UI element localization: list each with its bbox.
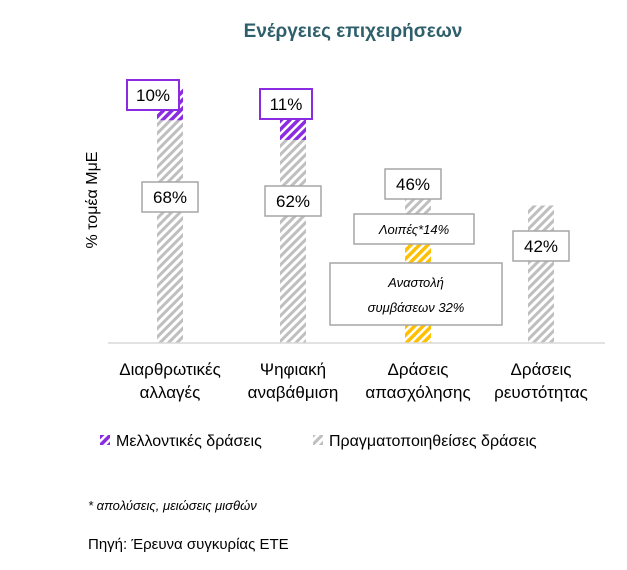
data-label-box-done xyxy=(264,185,322,217)
data-label-future: 11% xyxy=(270,95,303,114)
annotation-box-other xyxy=(353,213,475,245)
chart-title: Ενέργειες επιχειρήσεων xyxy=(244,21,463,42)
annotation-box-suspension xyxy=(329,262,503,326)
data-label-done: 62% xyxy=(276,192,310,211)
data-label-done: 68% xyxy=(153,188,187,207)
category-label: Διαρθρωτικές xyxy=(119,360,221,379)
legend-swatch-done xyxy=(313,435,323,445)
category-label: ρευστότητας xyxy=(494,383,588,402)
data-label-box-future xyxy=(126,79,180,111)
y-axis-label: % τομέα ΜμΕ xyxy=(84,152,101,249)
bar-done xyxy=(280,139,306,343)
bar-done xyxy=(157,120,183,343)
annotation-suspension-line-1: Αναστολή xyxy=(387,275,444,290)
annotation-suspension-line-2: συμβάσεων 32% xyxy=(368,300,465,315)
data-label-done: 42% xyxy=(524,237,558,256)
legend-label-done: Πραγματοποιηθείσες δράσεις xyxy=(329,433,537,450)
category-label: Δράσεις xyxy=(388,360,449,379)
legend-swatch-future xyxy=(100,435,110,445)
category-label: αλλαγές xyxy=(140,383,201,402)
category-label: απασχόλησης xyxy=(365,383,470,402)
category-labels: Διαρθρωτικές αλλαγές Ψηφιακή αναβάθμιση Δράσ… xyxy=(119,360,588,402)
category-label: Ψηφιακή xyxy=(260,360,326,379)
data-label-box-done xyxy=(512,230,570,262)
data-label-box-done xyxy=(384,168,442,200)
annotation-other-line-1: Λοιπές*14% xyxy=(378,222,449,237)
data-label-future: 10% xyxy=(136,86,170,105)
data-label-box-future xyxy=(259,88,313,120)
value-labels: 68% 62% 46% 42% 10% 11% Λοιπές*14% Αναστολή συμβ… xyxy=(126,79,570,326)
legend: Μελλοντικές δράσεις Πραγματοποιηθείσες δ… xyxy=(100,433,537,450)
category-label: Δράσεις xyxy=(511,360,572,379)
category-label: αναβάθμιση xyxy=(248,383,339,402)
source-note: Πηγή: Έρευνα συγκυρίας ΕΤΕ xyxy=(88,536,289,553)
footnote: * απολύσεις, μειώσεις μισθών xyxy=(88,498,257,513)
legend-label-future: Μελλοντικές δράσεις xyxy=(116,433,262,450)
data-label-box-done xyxy=(141,181,199,213)
bar-done xyxy=(528,205,554,343)
data-label-done: 46% xyxy=(396,175,430,194)
